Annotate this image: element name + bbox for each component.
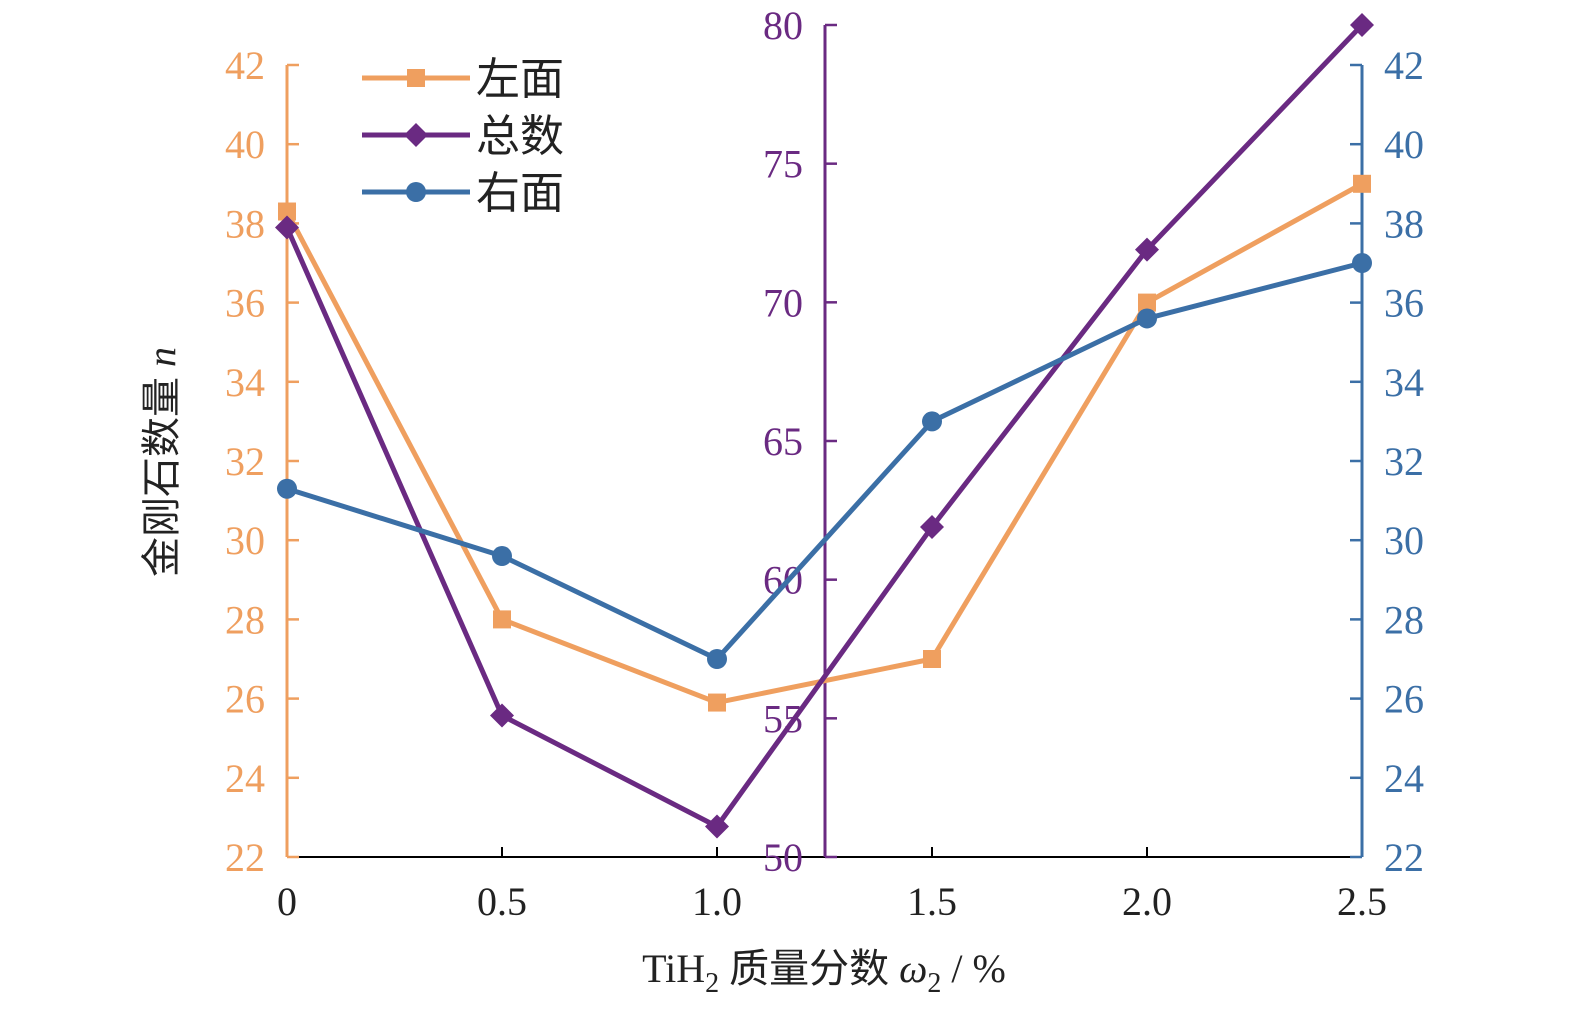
left-y-tick-label: 36 <box>225 281 265 326</box>
axis-labels: TiH2 质量分数 ω2 / % 金刚石数量 n <box>139 347 1006 999</box>
right-y-tick-label: 42 <box>1384 43 1424 88</box>
series-2 <box>277 253 1372 669</box>
x-tick-label: 1.5 <box>907 879 957 924</box>
series-line <box>286 260 1363 662</box>
data-point <box>493 610 511 629</box>
data-point <box>922 411 942 432</box>
right-y-tick-label: 24 <box>1384 756 1424 801</box>
middle-y-tick-label: 60 <box>763 558 803 603</box>
legend-marker <box>406 182 426 202</box>
x-axis-label: TiH2 质量分数 ω2 / % <box>642 946 1006 999</box>
legend-label: 左面 <box>476 55 564 104</box>
data-point <box>1352 253 1372 273</box>
left-y-tick-label: 22 <box>225 835 265 880</box>
middle-y-tick-label: 75 <box>763 142 803 187</box>
data-point <box>1138 293 1156 312</box>
legend-label: 右面 <box>476 169 564 218</box>
legend-item: 右面 <box>362 169 564 218</box>
left-y-tick-label: 30 <box>225 518 265 563</box>
legend-item: 左面 <box>362 55 564 104</box>
middle-y-tick-label: 70 <box>763 280 803 325</box>
left-y-tick-label: 32 <box>225 439 265 484</box>
data-point <box>708 693 726 712</box>
data-point <box>275 215 299 240</box>
left-y-tick-label: 24 <box>225 756 265 801</box>
left-y-tick-label: 28 <box>225 597 265 642</box>
series <box>275 13 1374 839</box>
right-y-tick-label: 22 <box>1384 835 1424 880</box>
data-point <box>277 478 297 499</box>
legend-marker <box>404 123 428 147</box>
right-y-tick-label: 30 <box>1384 518 1424 563</box>
x-tick-label: 0 <box>277 879 297 924</box>
right-y-tick-label: 34 <box>1384 360 1424 405</box>
left-y-tick-label: 26 <box>225 677 265 722</box>
x-tick-label: 1.0 <box>692 879 742 924</box>
left-y-tick-label: 38 <box>225 201 265 246</box>
middle-y-tick-label: 80 <box>763 3 803 48</box>
y-axis-label: 金刚石数量 n <box>139 347 184 577</box>
data-point <box>1137 308 1157 329</box>
left-y-tick-label: 40 <box>225 122 265 167</box>
series-line <box>284 23 1364 829</box>
right-y-tick-label: 32 <box>1384 439 1424 484</box>
right-y-tick-label: 26 <box>1384 677 1424 722</box>
right-y-tick-label: 28 <box>1384 597 1424 642</box>
right-y-tick-label: 38 <box>1384 201 1424 246</box>
legend-item: 总数 <box>362 112 564 161</box>
legend-marker <box>407 69 425 87</box>
series-1 <box>275 13 1374 839</box>
data-point <box>1350 13 1374 37</box>
data-point <box>278 202 296 221</box>
data-point <box>705 814 729 839</box>
x-tick-label: 2.0 <box>1122 879 1172 924</box>
data-point <box>492 546 512 567</box>
data-point <box>923 650 941 668</box>
right-y-tick-label: 40 <box>1384 122 1424 167</box>
left-y-tick-label: 34 <box>225 360 265 405</box>
x-tick-label: 2.5 <box>1337 879 1387 924</box>
data-point <box>920 514 944 539</box>
data-point <box>1353 174 1371 193</box>
data-point <box>707 649 727 669</box>
left-y-tick-label: 42 <box>225 43 265 88</box>
data-point <box>490 703 514 728</box>
middle-y-tick-label: 50 <box>763 835 803 880</box>
x-tick-label: 0.5 <box>477 879 527 924</box>
data-point <box>1135 237 1159 262</box>
axes: 0 0.5 1.0 1.5 2.0 2.5222426283032343638404250… <box>225 3 1424 924</box>
legend-label: 总数 <box>476 112 564 161</box>
middle-y-tick-label: 65 <box>763 419 803 464</box>
right-y-tick-label: 36 <box>1384 281 1424 326</box>
